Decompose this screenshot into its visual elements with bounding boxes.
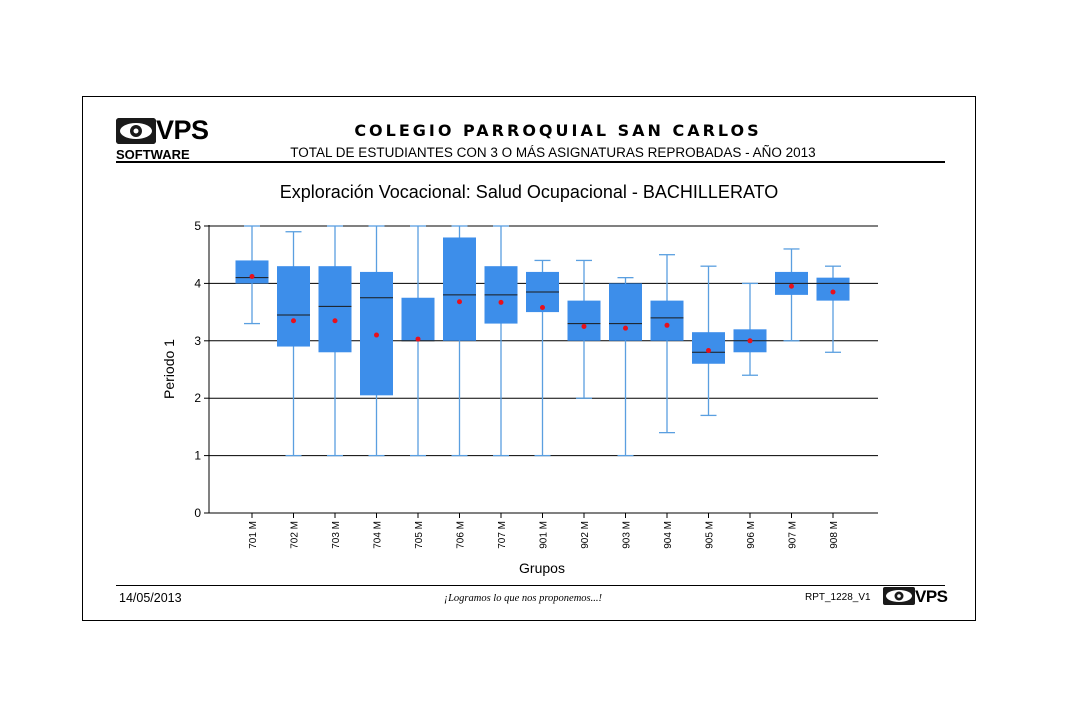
y-tick-label: 4: [194, 276, 201, 290]
mean-marker: [747, 338, 753, 344]
x-tick-label: 704 M: [373, 521, 384, 549]
box-group: [401, 225, 435, 457]
eye-icon: [883, 587, 915, 605]
box-group: [567, 259, 601, 399]
box-group: [526, 259, 559, 457]
box: [318, 266, 352, 353]
x-tick-label: 907 M: [788, 521, 799, 549]
x-tick-label: 906 M: [746, 521, 757, 549]
logo-subtext: SOFTWARE: [116, 147, 190, 162]
report-page: VPS SOFTWARE COLEGIO PARROQUIAL SAN CARL…: [82, 96, 976, 621]
box-group: [277, 231, 310, 457]
box: [816, 277, 850, 301]
mean-marker: [830, 289, 836, 295]
eye-icon: [116, 117, 156, 144]
box: [277, 266, 310, 347]
slogan: ¡Logramos lo que nos proponemos...!: [444, 593, 602, 604]
box-group: [360, 225, 393, 457]
mean-marker: [332, 318, 338, 324]
header-divider: [116, 161, 945, 163]
school-name: COLEGIO PARROQUIAL SAN CARLOS: [354, 121, 762, 140]
mean-marker: [374, 332, 379, 338]
x-tick-label: 904 M: [663, 521, 674, 549]
mean-marker: [664, 322, 670, 328]
box: [235, 260, 269, 284]
y-tick-label: 2: [194, 391, 201, 405]
box-group: [733, 282, 767, 376]
x-tick-label: 707 M: [497, 521, 508, 549]
report-date: 14/05/2013: [119, 591, 182, 605]
box-group: [816, 265, 850, 353]
box-group: [775, 248, 808, 342]
logo-text: VPS: [156, 115, 209, 145]
box-group: [318, 225, 352, 457]
mean-marker: [581, 323, 587, 329]
y-tick-label: 3: [194, 334, 201, 348]
x-tick-label: 705 M: [414, 521, 425, 549]
vps-logo: VPS: [116, 117, 209, 144]
x-axis-label: Grupos: [519, 560, 565, 576]
box: [609, 283, 642, 341]
mean-marker: [498, 299, 504, 305]
chart-title: Exploración Vocacional: Salud Ocupaciona…: [280, 182, 779, 202]
box-group: [235, 225, 269, 325]
box: [650, 300, 684, 341]
mean-marker: [415, 336, 421, 342]
mean-marker: [249, 274, 255, 280]
x-tick-label: 903 M: [622, 521, 633, 549]
mean-marker: [457, 299, 462, 305]
box: [567, 300, 601, 341]
footer-divider: [116, 585, 945, 586]
x-tick-label: 901 M: [539, 521, 550, 549]
vps-footer-logo: VPS: [883, 587, 948, 605]
x-tick-label: 703 M: [331, 521, 342, 549]
mean-marker: [623, 325, 628, 331]
boxplot-chart: Exploración Vocacional: Salud Ocupaciona…: [161, 182, 878, 576]
x-tick-label: 701 M: [248, 521, 259, 549]
box-group: [484, 225, 518, 457]
report-subtitle: TOTAL DE ESTUDIANTES CON 3 O MÁS ASIGNAT…: [290, 145, 816, 160]
y-tick-label: 5: [194, 219, 201, 233]
report-code: RPT_1228_V1: [805, 592, 871, 603]
x-tick-label: 902 M: [580, 521, 591, 549]
x-tick-label: 908 M: [829, 521, 840, 549]
box: [401, 297, 435, 341]
x-tick-label: 905 M: [705, 521, 716, 549]
logo-text: VPS: [915, 586, 948, 606]
box-group: [650, 254, 684, 434]
y-tick-label: 0: [194, 506, 201, 520]
box: [692, 332, 725, 364]
mean-marker: [789, 283, 794, 289]
box-group: [609, 277, 642, 457]
box: [443, 237, 476, 341]
mean-marker: [291, 318, 296, 324]
y-axis-label: Periodo 1: [161, 339, 177, 399]
box-group: [443, 225, 476, 457]
mean-marker: [540, 305, 545, 311]
mean-marker: [706, 348, 711, 354]
box-group: [692, 265, 725, 417]
y-tick-label: 1: [194, 449, 201, 463]
x-tick-label: 706 M: [456, 521, 467, 549]
x-tick-label: 702 M: [290, 521, 301, 549]
